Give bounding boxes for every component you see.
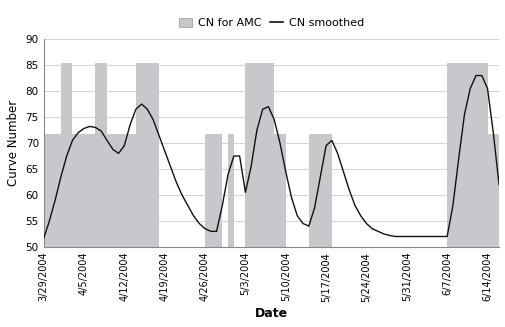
Bar xyxy=(274,134,285,247)
Bar xyxy=(228,134,233,247)
Bar xyxy=(72,134,95,247)
Bar xyxy=(257,63,274,247)
X-axis label: Date: Date xyxy=(254,307,287,320)
Bar xyxy=(43,134,61,247)
Bar xyxy=(464,63,486,247)
Legend: CN for AMC, CN smoothed: CN for AMC, CN smoothed xyxy=(174,13,368,33)
Bar xyxy=(107,134,135,247)
Bar xyxy=(446,63,464,247)
Bar xyxy=(61,63,72,247)
Bar xyxy=(95,63,107,247)
Bar xyxy=(308,134,331,247)
Bar xyxy=(486,134,498,247)
Bar xyxy=(245,63,257,247)
Bar xyxy=(205,134,222,247)
Bar xyxy=(135,63,159,247)
Y-axis label: Curve Number: Curve Number xyxy=(7,100,20,186)
